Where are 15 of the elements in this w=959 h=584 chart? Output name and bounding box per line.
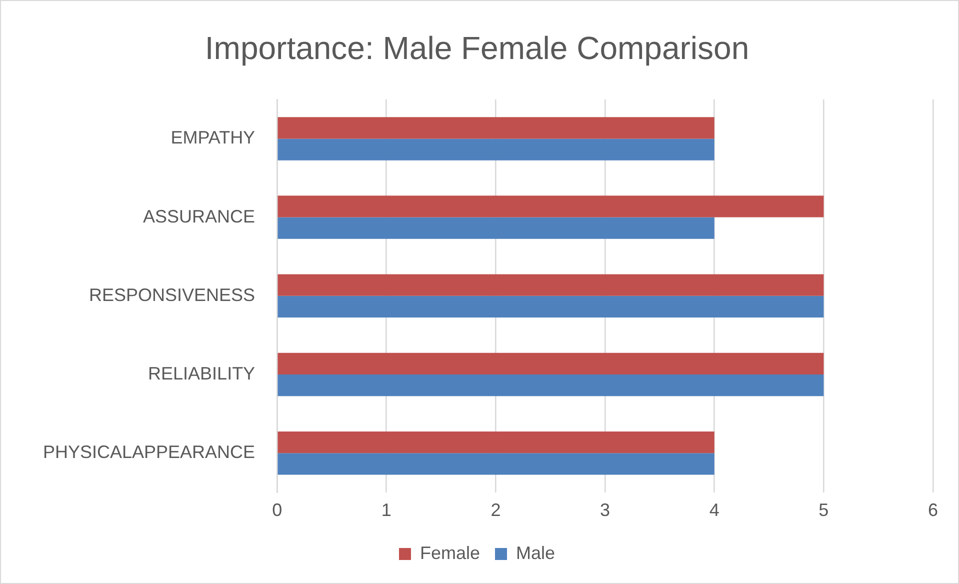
legend-label: Male — [516, 542, 556, 563]
x-tick-label: 3 — [600, 500, 610, 520]
y-tick-label: PHYSICALAPPEARANCE — [42, 442, 256, 462]
x-tick-label: 2 — [490, 500, 501, 520]
x-tick-label: 1 — [381, 500, 392, 520]
chart-title: Importance: Male Female Comparison — [204, 30, 750, 66]
y-tick-label: RESPONSIVENESS — [89, 284, 256, 305]
y-tick-label: ASSURANCE — [143, 206, 256, 226]
x-tick-label: 6 — [928, 500, 938, 520]
legend-label: Female — [420, 542, 480, 563]
x-tick-label: 4 — [709, 500, 720, 520]
y-tick-label: RELIABILITY — [148, 363, 256, 384]
x-tick-label: 5 — [818, 500, 829, 520]
x-tick-label: 0 — [272, 500, 282, 520]
y-tick-label: EMPATHY — [170, 128, 256, 148]
